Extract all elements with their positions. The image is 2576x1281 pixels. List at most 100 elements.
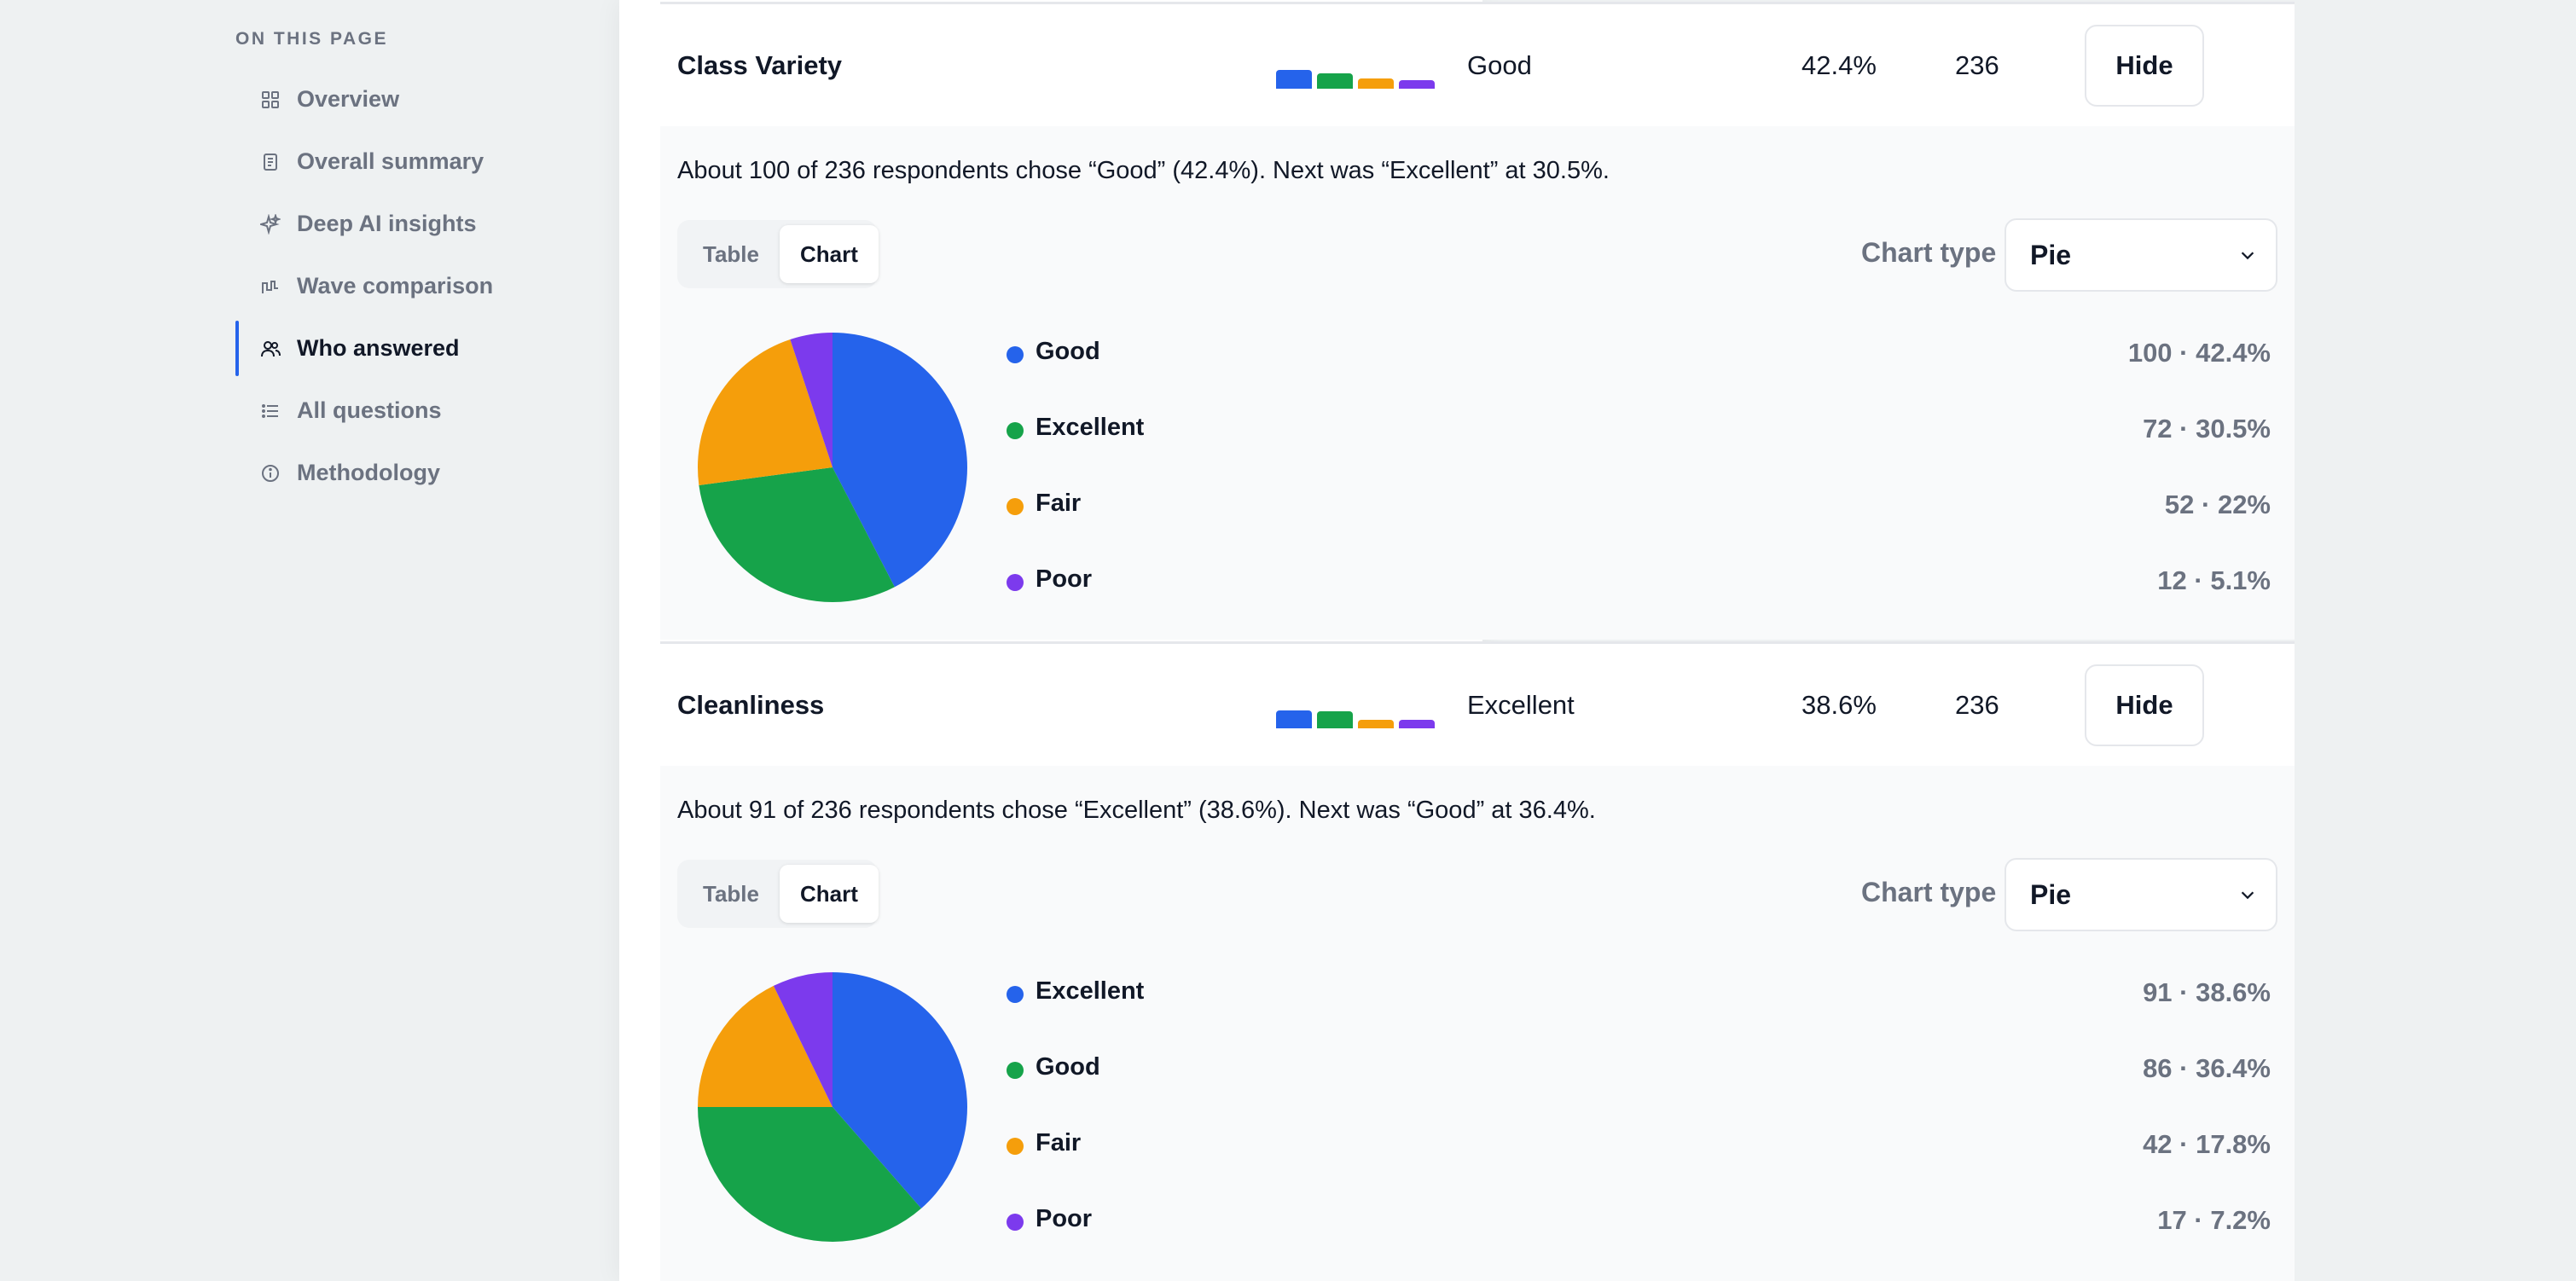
tab-table[interactable]: Table xyxy=(703,241,759,267)
legend-swatch xyxy=(1007,574,1024,591)
info-icon xyxy=(258,461,283,486)
pie-chart xyxy=(698,333,967,602)
legend-label: Excellent xyxy=(1036,414,1145,441)
sparkle-icon xyxy=(258,212,283,237)
mini-bar xyxy=(1399,80,1435,89)
toc-item-who-answered[interactable]: Who answered xyxy=(235,317,525,380)
wave-chart-icon xyxy=(258,274,283,299)
hide-button[interactable]: Hide xyxy=(2085,664,2204,746)
legend-swatch xyxy=(1007,1214,1024,1231)
chart-type-select[interactable]: Pie xyxy=(2005,218,2277,292)
toc-item-label: Who answered xyxy=(297,335,460,361)
view-toggle: Table Chart xyxy=(677,220,879,288)
tab-table[interactable]: Table xyxy=(703,880,759,907)
chart-legend: Excellent 91 · 38.6% Good 86 · 36.4% Fair 42 … xyxy=(1001,969,2281,1272)
legend-item: Fair 52 · 22% xyxy=(1001,481,2281,557)
legend-swatch xyxy=(1007,986,1024,1003)
toc-item-label: Deep AI insights xyxy=(297,211,477,236)
list-icon xyxy=(258,398,283,424)
legend-item: Fair 42 · 17.8% xyxy=(1001,1121,2281,1197)
legend-label: Poor xyxy=(1036,565,1093,593)
document-icon xyxy=(258,149,283,175)
top-answer-percent: 42.4% xyxy=(1801,49,1877,80)
question-summary: About 91 of 236 respondents chose “Excel… xyxy=(677,797,1596,824)
toc-item-wave-comparison[interactable]: Wave comparison xyxy=(235,255,525,317)
pie-slice-good xyxy=(833,333,967,588)
legend-item: Good 86 · 36.4% xyxy=(1001,1045,2281,1121)
legend-label: Excellent xyxy=(1036,977,1145,1005)
pie-slice-poor xyxy=(773,972,833,1107)
respondent-count: 236 xyxy=(1955,49,1999,80)
mini-bar xyxy=(1358,720,1394,728)
top-answer: Excellent xyxy=(1467,689,1575,720)
question-title: Class Variety xyxy=(677,49,843,80)
toc-item-methodology[interactable]: Methodology xyxy=(235,442,525,504)
legend-item: Excellent 91 · 38.6% xyxy=(1001,969,2281,1045)
legend-value: 17 · 7.2% xyxy=(2157,1205,2271,1235)
tab-chart[interactable]: Chart xyxy=(779,865,879,923)
legend-value: 72 · 30.5% xyxy=(2143,414,2271,443)
legend-label: Fair xyxy=(1036,1129,1082,1156)
view-toggle: Table Chart xyxy=(677,860,879,928)
chart-type-label: Chart type xyxy=(1861,237,1997,268)
legend-label: Fair xyxy=(1036,490,1082,517)
chevron-down-icon xyxy=(2241,252,2254,260)
mini-bar xyxy=(1317,73,1353,89)
respondent-count: 236 xyxy=(1955,689,1999,720)
tab-chart[interactable]: Chart xyxy=(779,225,879,283)
pie-slice-poor xyxy=(790,333,833,467)
pie-chart xyxy=(698,972,967,1242)
legend-swatch xyxy=(1007,346,1024,363)
top-answer-percent: 38.6% xyxy=(1801,689,1877,720)
legend-swatch xyxy=(1007,498,1024,515)
toc-item-label: Methodology xyxy=(297,460,440,485)
mini-bar xyxy=(1317,711,1353,728)
pie-slice-fair xyxy=(698,339,833,485)
pie-slice-excellent xyxy=(699,467,895,602)
legend-item: Good 100 · 42.4% xyxy=(1001,329,2281,405)
mini-bar xyxy=(1276,710,1312,728)
chart-type-select[interactable]: Pie xyxy=(2005,858,2277,931)
pie-slice-good xyxy=(698,1107,922,1242)
hide-button[interactable]: Hide xyxy=(2085,24,2204,107)
toc-item-label: Overall summary xyxy=(297,148,484,174)
toc-list: Overview Overall summary Deep AI insight… xyxy=(235,68,525,504)
toc-item-overall-summary[interactable]: Overall summary xyxy=(235,130,525,193)
question-detail-cleanliness: About 91 of 236 respondents chose “Excel… xyxy=(660,766,2295,1281)
mini-bar xyxy=(1358,78,1394,89)
legend-swatch xyxy=(1007,422,1024,439)
toc-item-label: Overview xyxy=(297,86,400,112)
legend-value: 91 · 38.6% xyxy=(2143,977,2271,1007)
users-icon xyxy=(258,336,283,362)
legend-item: Poor 12 · 5.1% xyxy=(1001,557,2281,633)
toc-item-all-questions[interactable]: All questions xyxy=(235,380,525,442)
pie-slice-excellent xyxy=(833,972,967,1209)
legend-item: Poor 17 · 7.2% xyxy=(1001,1197,2281,1272)
top-answer: Good xyxy=(1467,49,1532,80)
legend-value: 86 · 36.4% xyxy=(2143,1053,2271,1083)
chart-type-label: Chart type xyxy=(1861,877,1997,907)
mini-distribution-bars xyxy=(1276,710,1435,728)
legend-swatch xyxy=(1007,1138,1024,1155)
mini-distribution-bars xyxy=(1276,70,1435,89)
legend-value: 52 · 22% xyxy=(2164,490,2271,519)
mini-bar xyxy=(1399,720,1435,728)
legend-value: 42 · 17.8% xyxy=(2143,1129,2271,1159)
legend-item: Excellent 72 · 30.5% xyxy=(1001,405,2281,481)
toc-heading: ON THIS PAGE xyxy=(235,29,388,49)
toc-item-overview[interactable]: Overview xyxy=(235,68,525,130)
chart-legend: Good 100 · 42.4% Excellent 72 · 30.5% Fair 52… xyxy=(1001,329,2281,633)
question-row-class-variety: Class Variety Good 42.4% 236 Hide xyxy=(660,2,2295,126)
pie-slice-fair xyxy=(698,985,833,1107)
legend-value: 100 · 42.4% xyxy=(2127,338,2271,368)
chart-type-value: Pie xyxy=(2030,239,2072,270)
question-summary: About 100 of 236 respondents chose “Good… xyxy=(677,157,1610,184)
chevron-down-icon xyxy=(2241,891,2254,900)
mini-bar xyxy=(1276,70,1312,89)
sidebar: ON THIS PAGE Overview Overall summary De… xyxy=(0,0,597,1281)
legend-label: Good xyxy=(1036,1053,1100,1081)
toc-item-deep-ai-insights[interactable]: Deep AI insights xyxy=(235,193,525,255)
question-title: Cleanliness xyxy=(677,689,825,720)
question-detail-class-variety: About 100 of 236 respondents chose “Good… xyxy=(660,126,2295,640)
legend-label: Good xyxy=(1036,338,1100,365)
